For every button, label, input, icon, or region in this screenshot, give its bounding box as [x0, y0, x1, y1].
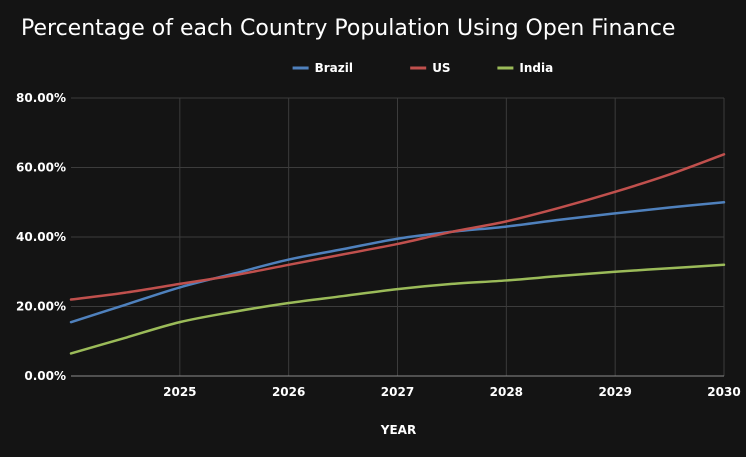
- series-lines: [69, 153, 726, 355]
- x-tick-label: 2027: [381, 385, 414, 399]
- legend-label: US: [432, 61, 450, 75]
- x-tick-label: 2025: [163, 385, 196, 399]
- series-line-brazil: [69, 201, 726, 324]
- y-tick-label: 80.00%: [16, 91, 66, 105]
- y-tick-label: 60.00%: [16, 161, 66, 175]
- series-line-us: [69, 153, 726, 301]
- legend-label: Brazil: [315, 61, 353, 75]
- legend-item-us: US: [410, 61, 451, 75]
- legend: Brazil US India: [292, 61, 553, 75]
- legend-item-india: India: [497, 61, 553, 75]
- x-tick-label: 2026: [272, 385, 305, 399]
- chart-title: Percentage of each Country Population Us…: [21, 16, 676, 41]
- x-tick-label: 2029: [598, 385, 631, 399]
- y-tick-label: 0.00%: [24, 369, 66, 383]
- x-tick-label: 2030: [707, 385, 740, 399]
- legend-item-brazil: Brazil: [292, 61, 353, 75]
- axes: 0.00% 20.00% 40.00% 60.00% 80.00% 2025 2026 202…: [16, 91, 741, 399]
- y-tick-label: 20.00%: [16, 300, 66, 314]
- y-tick-label: 40.00%: [16, 230, 66, 244]
- legend-label: India: [519, 61, 553, 75]
- series-line-india: [69, 263, 726, 355]
- x-tick-label: 2028: [490, 385, 523, 399]
- grid-lines: [71, 97, 725, 377]
- x-axis-title: YEAR: [380, 423, 416, 437]
